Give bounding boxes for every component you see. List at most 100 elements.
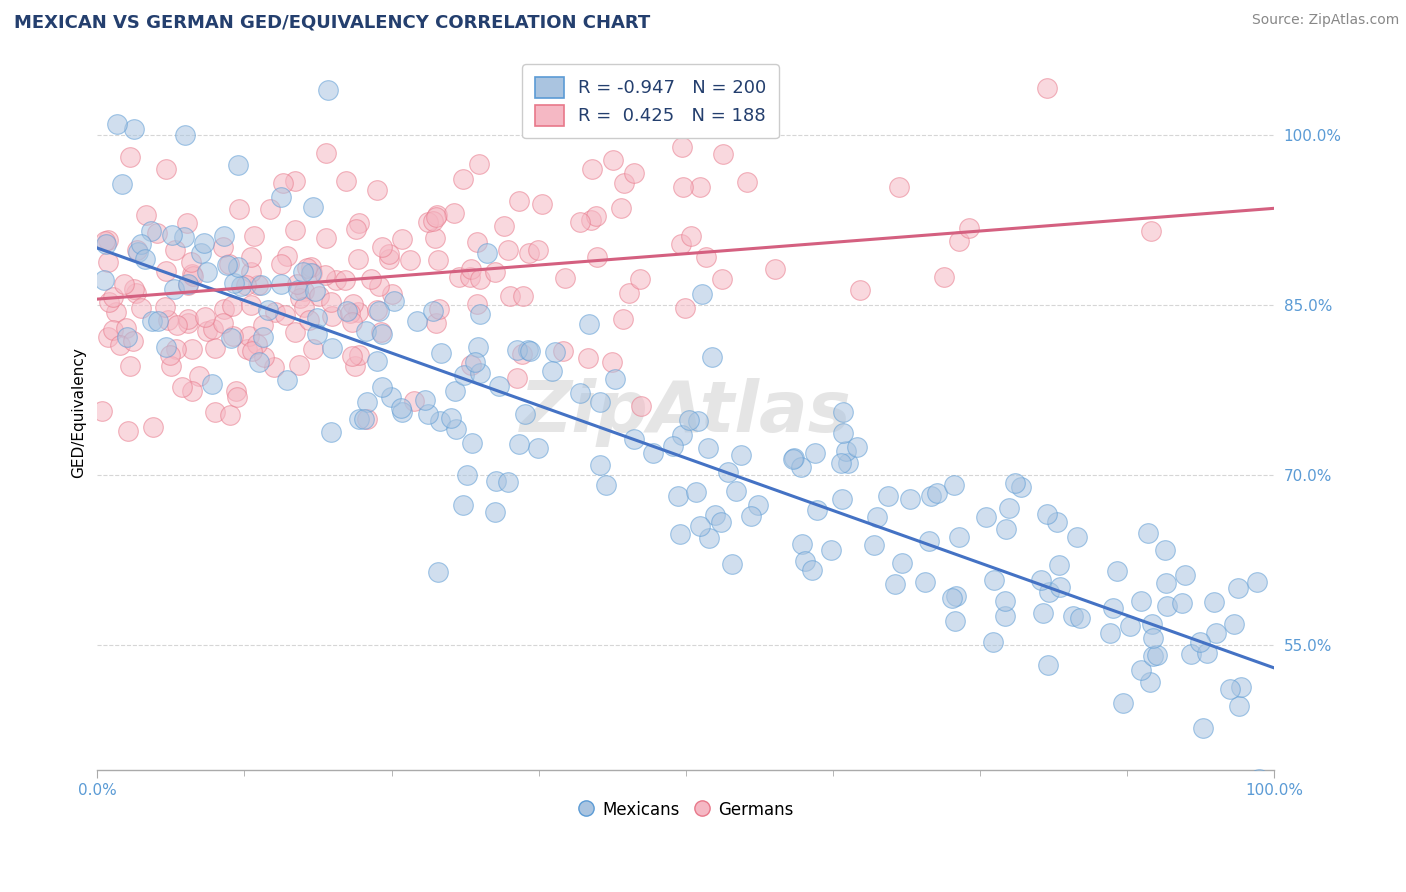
Point — [353, 412, 375, 426]
Point — [146, 227, 169, 241]
Point — [1174, 568, 1197, 582]
Point — [252, 350, 274, 364]
Point — [1119, 618, 1142, 632]
Point — [1154, 543, 1177, 558]
Point — [381, 287, 404, 301]
Point — [1195, 646, 1218, 660]
Point — [1154, 575, 1177, 590]
Point — [97, 233, 120, 247]
Point — [595, 478, 617, 492]
Point — [163, 282, 186, 296]
Point — [763, 262, 786, 277]
Point — [920, 489, 942, 503]
Point — [783, 450, 806, 465]
Point — [506, 371, 529, 385]
Point — [201, 376, 224, 391]
Point — [321, 425, 343, 439]
Point — [1142, 649, 1164, 664]
Point — [342, 297, 364, 311]
Point — [292, 284, 315, 298]
Point — [159, 347, 181, 361]
Point — [672, 179, 695, 194]
Point — [366, 183, 388, 197]
Point — [252, 330, 274, 344]
Point — [1031, 573, 1053, 587]
Point — [284, 325, 307, 339]
Point — [914, 575, 936, 590]
Point — [488, 379, 510, 393]
Point — [188, 369, 211, 384]
Point — [295, 260, 318, 275]
Point — [97, 254, 120, 268]
Point — [1227, 699, 1250, 714]
Point — [336, 304, 359, 318]
Point — [619, 285, 641, 300]
Point — [366, 354, 388, 368]
Point — [247, 355, 270, 369]
Point — [517, 343, 540, 358]
Point — [93, 273, 115, 287]
Point — [820, 543, 842, 558]
Point — [305, 311, 328, 326]
Point — [94, 235, 117, 249]
Point — [271, 176, 294, 190]
Point — [314, 268, 336, 282]
Point — [274, 308, 297, 322]
Point — [382, 293, 405, 308]
Point — [512, 289, 534, 303]
Point — [702, 351, 724, 365]
Point — [165, 243, 187, 257]
Point — [678, 413, 700, 427]
Point — [218, 257, 240, 271]
Point — [228, 158, 250, 172]
Point — [883, 576, 905, 591]
Point — [108, 338, 131, 352]
Point — [263, 360, 285, 375]
Point — [202, 322, 225, 336]
Point — [240, 264, 263, 278]
Point — [427, 253, 450, 268]
Point — [499, 289, 522, 303]
Point — [703, 508, 725, 523]
Point — [240, 251, 263, 265]
Point — [174, 128, 197, 142]
Point — [695, 250, 717, 264]
Point — [118, 359, 141, 373]
Point — [1062, 608, 1084, 623]
Point — [226, 260, 249, 274]
Point — [569, 385, 592, 400]
Point — [212, 240, 235, 254]
Point — [835, 443, 858, 458]
Point — [288, 292, 311, 306]
Point — [1202, 595, 1225, 609]
Point — [335, 174, 357, 188]
Point — [1140, 616, 1163, 631]
Point — [270, 277, 292, 291]
Point — [160, 359, 183, 373]
Point — [212, 301, 235, 316]
Point — [103, 323, 125, 337]
Point — [737, 175, 759, 189]
Point — [1038, 585, 1060, 599]
Point — [527, 243, 550, 257]
Point — [689, 180, 711, 194]
Point — [689, 518, 711, 533]
Point — [460, 261, 482, 276]
Point — [976, 509, 998, 524]
Point — [391, 405, 413, 419]
Point — [427, 565, 450, 579]
Point — [1180, 647, 1202, 661]
Point — [347, 216, 370, 230]
Point — [229, 279, 252, 293]
Point — [1130, 594, 1153, 608]
Point — [710, 515, 733, 529]
Point — [517, 246, 540, 260]
Point — [181, 384, 204, 399]
Point — [544, 344, 567, 359]
Point — [589, 458, 612, 472]
Point — [579, 212, 602, 227]
Point — [553, 343, 575, 358]
Point — [628, 272, 651, 286]
Point — [177, 312, 200, 326]
Point — [339, 306, 361, 320]
